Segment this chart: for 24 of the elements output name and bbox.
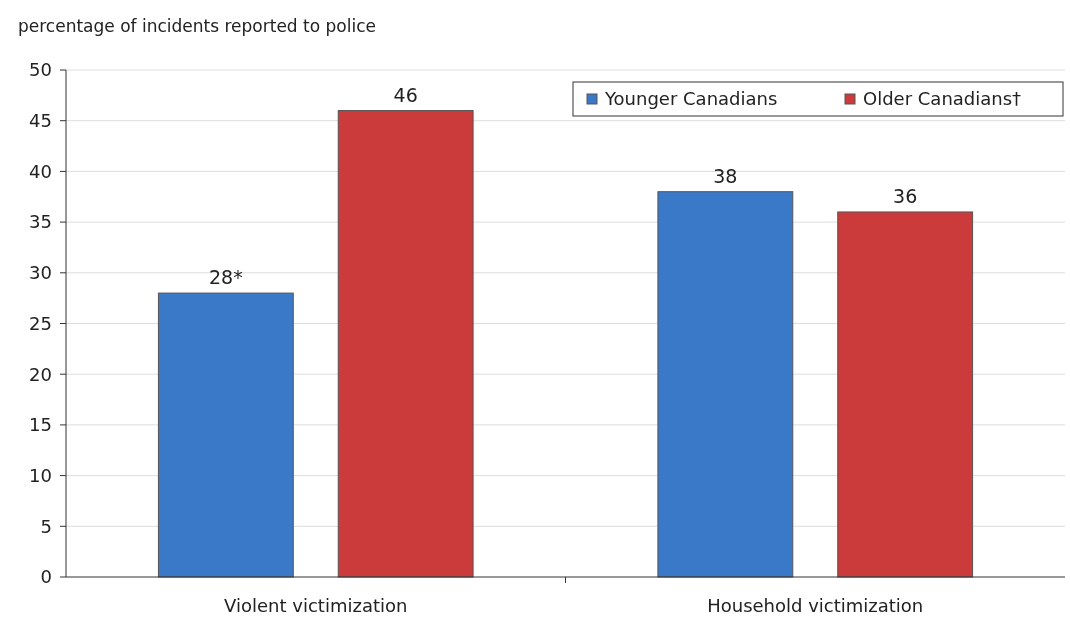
y-tick-label: 20 — [29, 363, 52, 385]
y-tick-label: 10 — [29, 464, 52, 486]
y-tick-label: 40 — [29, 160, 52, 182]
bar — [157, 292, 294, 578]
data-label: 38 — [713, 164, 738, 187]
y-tick-label: 35 — [29, 211, 52, 233]
y-axis-title: percentage of incidents reported to police — [18, 16, 376, 36]
legend-label: Younger Canadians — [604, 88, 778, 109]
legend-label: Older Canadians† — [863, 88, 1022, 109]
y-tick-label: 0 — [40, 566, 52, 588]
data-label: 46 — [393, 83, 418, 106]
y-tick-label: 25 — [29, 312, 52, 334]
y-tick-label: 30 — [29, 262, 52, 284]
data-label: 36 — [893, 184, 918, 207]
data-label: 28* — [209, 266, 243, 289]
x-tick-label: Household victimization — [707, 595, 924, 616]
bar — [657, 191, 794, 578]
y-tick-label: 45 — [29, 110, 52, 131]
y-tick-label: 15 — [29, 414, 52, 436]
bar — [837, 211, 974, 578]
y-tick-label: 50 — [29, 59, 52, 81]
bar — [337, 110, 474, 578]
x-tick-label: Violent victimization — [224, 595, 408, 616]
y-tick-label: 5 — [40, 515, 52, 537]
